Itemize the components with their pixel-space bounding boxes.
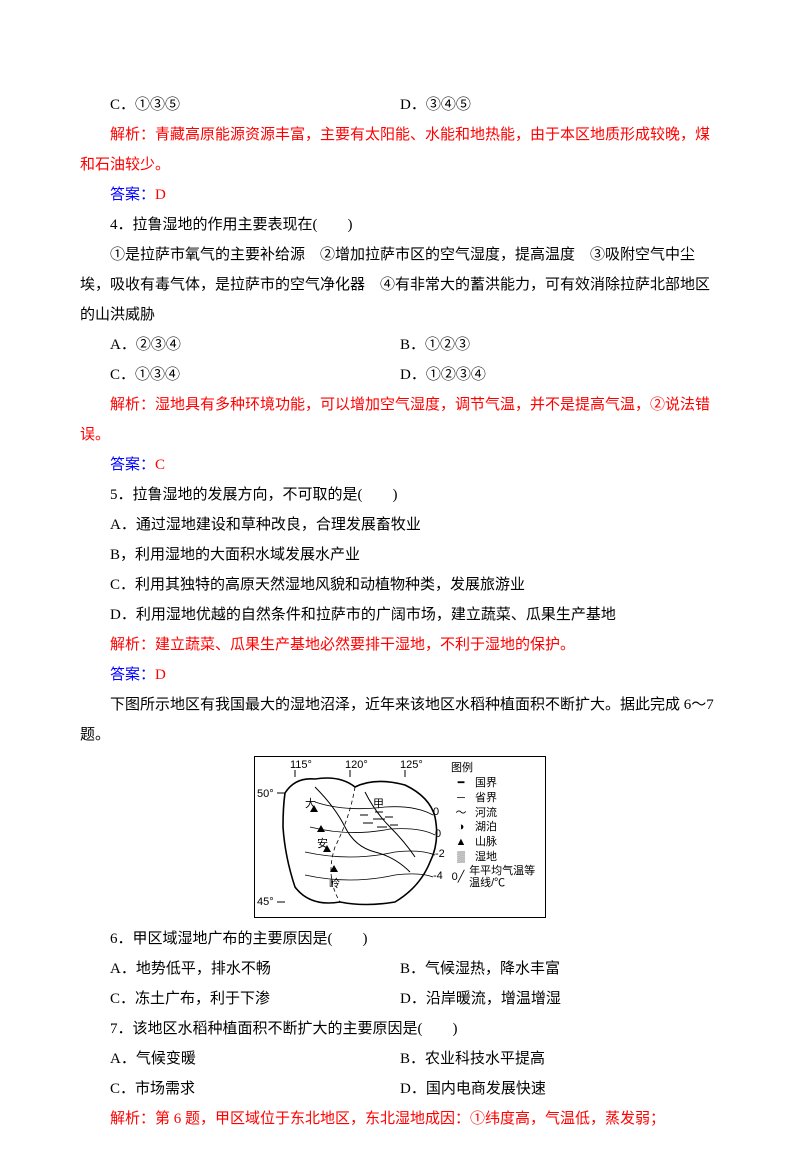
q7-options-row-1: A．气候变暖 B．农业科技水平提高 (80, 1044, 720, 1074)
intro-6-7: 下图所示地区有我国最大的湿地沼泽，近年来该地区水稻种植面积不断扩大。据此完成 6… (80, 690, 720, 750)
legend-row-3: ◑ 湖泊 (451, 820, 541, 835)
analysis-text: 青藏高原能源资源丰富，主要有太阳能、水能和地热能，由于本区地质形成较晚，煤和石油… (80, 127, 710, 173)
q7-option-b: B．农业科技水平提高 (400, 1044, 720, 1074)
legend-txt: 省界 (475, 791, 497, 806)
legend-row-2: ～ 河流 (451, 806, 541, 821)
q4-options-row-2: C．①③④ D．①②③④ (80, 360, 720, 390)
q3-option-d: D．③④⑤ (400, 90, 720, 120)
analysis-label: 解析： (110, 637, 155, 653)
q4-option-b: B．①②③ (400, 330, 720, 360)
answer-label: 答案： (110, 187, 155, 203)
legend-title: 图例 (451, 761, 541, 776)
lat-50: 50° (257, 788, 274, 800)
legend-row-5: ▒ 湿地 (451, 850, 541, 865)
legend-txt: 年平均气温等温线/℃ (469, 865, 541, 889)
answer-letter: D (155, 667, 166, 683)
q5-answer: 答案：D (80, 660, 720, 690)
legend-txt: 河流 (475, 806, 497, 821)
q5-title: 5．拉鲁湿地的发展方向，不可取的是( ) (80, 480, 720, 510)
legend-txt: 国界 (475, 776, 497, 791)
iso-0a: 0 (433, 806, 439, 818)
q7-option-c: C．市场需求 (80, 1074, 400, 1104)
river-1 (315, 787, 410, 872)
q3-analysis: 解析：青藏高原能源资源丰富，主要有太阳能、水能和地热能，由于本区地质形成较晚，煤… (80, 120, 720, 180)
legend-txt: 湖泊 (475, 820, 497, 835)
q7-analysis: 解析：第 6 题，甲区域位于东北地区，东北湿地成因：①纬度高，气温低，蒸发弱； (80, 1104, 720, 1134)
lat-45: 45° (257, 896, 274, 908)
isotherm-4 (305, 874, 433, 880)
q7-options-row-2: C．市场需求 D．国内电商发展快速 (80, 1074, 720, 1104)
q6-options-row-2: C．冻土广布，利于下渗 D．沿岸暖流，增温增湿 (80, 984, 720, 1014)
q5-option-c: C．利用其独特的高原天然湿地风貌和动植物种类，发展旅游业 (80, 570, 720, 600)
q7-option-a: A．气候变暖 (80, 1044, 400, 1074)
analysis-text: 建立蔬菜、瓜果生产基地必然要排干湿地，不利于湿地的保护。 (155, 637, 575, 653)
legend-row-4: ▲ 山脉 (451, 835, 541, 850)
label-an: 安 (317, 836, 328, 850)
lon-115: 115° (290, 759, 312, 771)
iso-0b: 0 (435, 828, 441, 840)
map-legend: 图例 ━ 国界 ─ 省界 ～ 河流 ◑ 湖泊 ▲ 山脉 ▒ 湿地 0╱ 年平均气温等温线/℃ (451, 761, 541, 889)
analysis-label: 解析： (110, 127, 155, 143)
q6-option-a: A．地势低平，排水不畅 (80, 954, 400, 984)
analysis-text: 湿地具有多种环境功能，可以增加空气湿度，调节气温，并不是提高气温，②说法错误。 (80, 397, 710, 443)
legend-row-6: 0╱ 年平均气温等温线/℃ (451, 865, 541, 889)
q5-option-a: A．通过湿地建设和草种改良，合理发展畜牧业 (80, 510, 720, 540)
q5-option-d: D．利用湿地优越的自然条件和拉萨市的广阔市场，建立蔬菜、瓜果生产基地 (80, 600, 720, 630)
map-svg: 115° 120° 125° 50° 45° 0 0 -2 (255, 757, 450, 915)
label-ling: 岭 (329, 876, 340, 890)
q6-option-c: C．冻土广布，利于下渗 (80, 984, 400, 1014)
q3-options-row-2: C．①③⑤ D．③④⑤ (80, 90, 720, 120)
label-da: 大 (305, 796, 316, 810)
q3-answer: 答案：D (80, 180, 720, 210)
map-box: 115° 120° 125° 50° 45° 0 0 -2 (254, 756, 546, 918)
q4-option-a: A．②③④ (80, 330, 400, 360)
lon-120: 120° (345, 759, 368, 771)
legend-txt: 山脉 (475, 835, 497, 850)
answer-letter: C (155, 457, 165, 473)
q4-options-row-1: A．②③④ B．①②③ (80, 330, 720, 360)
q4-stem: ①是拉萨市氧气的主要补给源 ②增加拉萨市区的空气湿度，提高温度 ③吸附空气中尘埃… (80, 240, 720, 330)
iso-2: -2 (435, 848, 445, 860)
label-jia: 甲 (373, 798, 384, 810)
q4-option-c: C．①③④ (80, 360, 400, 390)
q6-option-b: B．气候湿热，降水丰富 (400, 954, 720, 984)
q7-option-d: D．国内电商发展快速 (400, 1074, 720, 1104)
q5-option-b: B，利用湿地的大面积水域发展水产业 (80, 540, 720, 570)
legend-sym: 0╱ (451, 870, 465, 885)
iso-4: -4 (433, 870, 443, 882)
q4-answer: 答案：C (80, 450, 720, 480)
national-border (283, 778, 437, 905)
legend-sym: ▲ (451, 835, 471, 850)
q6-title: 6．甲区域湿地广布的主要原因是( ) (80, 924, 720, 954)
legend-row-1: ─ 省界 (451, 791, 541, 806)
isotherm-0b (310, 827, 435, 835)
legend-sym: ─ (451, 791, 471, 806)
q4-analysis: 解析：湿地具有多种环境功能，可以增加空气湿度，调节气温，并不是提高气温，②说法错… (80, 390, 720, 450)
q5-analysis: 解析：建立蔬菜、瓜果生产基地必然要排干湿地，不利于湿地的保护。 (80, 630, 720, 660)
q4-title: 4．拉鲁湿地的作用主要表现在( ) (80, 210, 720, 240)
analysis-label: 解析： (110, 397, 155, 413)
map-figure: 115° 120° 125° 50° 45° 0 0 -2 (80, 750, 720, 924)
answer-letter: D (155, 187, 166, 203)
legend-txt: 湿地 (475, 850, 497, 865)
legend-sym: ▒ (451, 850, 471, 865)
lon-125: 125° (400, 759, 423, 771)
legend-row-0: ━ 国界 (451, 776, 541, 791)
q3-option-c: C．①③⑤ (80, 90, 400, 120)
legend-sym: ━ (451, 776, 471, 791)
q7-title: 7．该地区水稻种植面积不断扩大的主要原因是( ) (80, 1014, 720, 1044)
q4-option-d: D．①②③④ (400, 360, 720, 390)
q6-options-row-1: A．地势低平，排水不畅 B．气候湿热，降水丰富 (80, 954, 720, 984)
analysis-text: 第 6 题，甲区域位于东北地区，东北湿地成因：①纬度高，气温低，蒸发弱； (155, 1111, 665, 1127)
analysis-label: 解析： (110, 1111, 155, 1127)
q6-option-d: D．沿岸暖流，增温增湿 (400, 984, 720, 1014)
legend-sym: ◑ (451, 820, 471, 835)
answer-label: 答案： (110, 457, 155, 473)
legend-sym: ～ (451, 806, 471, 821)
answer-label: 答案： (110, 667, 155, 683)
